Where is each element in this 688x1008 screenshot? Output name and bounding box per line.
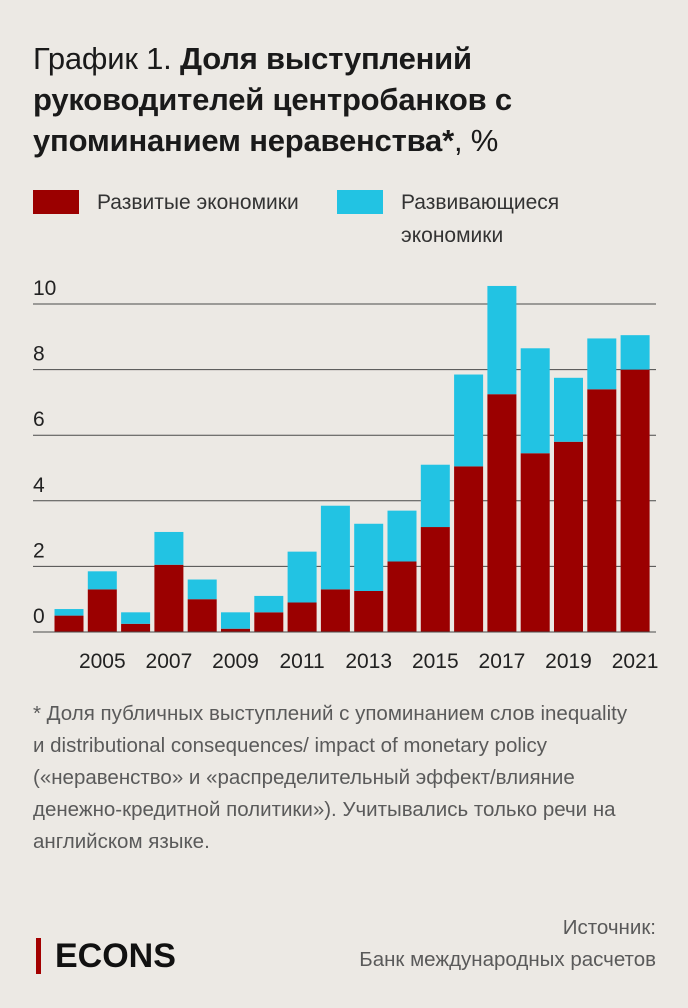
legend-label-developing: Развивающиеся экономики — [401, 191, 560, 247]
bar-developing — [154, 531, 184, 565]
bar-developing — [187, 579, 217, 600]
bar-developed — [454, 466, 484, 632]
legend-item-developed: Развитые экономики — [33, 186, 317, 219]
y-tick-label: 2 — [33, 539, 45, 562]
bar-developing — [87, 571, 117, 590]
bar-developing — [287, 551, 317, 603]
bar-developing — [387, 510, 417, 562]
y-tick-label: 4 — [33, 474, 45, 497]
source-label: Источник: — [562, 916, 656, 939]
bar-developed — [520, 453, 550, 632]
logo-accent-bar — [36, 938, 41, 974]
bar-developed — [54, 615, 84, 632]
legend-swatch-developing — [337, 190, 383, 214]
x-tick-label: 2007 — [146, 650, 193, 673]
bar-developed — [554, 441, 583, 632]
bar-developed — [620, 369, 650, 632]
bar-developed — [587, 389, 617, 632]
bar-developing — [620, 335, 650, 370]
bar-developing — [587, 338, 617, 390]
econs-logo: ECONS — [36, 936, 176, 976]
y-tick-label: 0 — [33, 605, 45, 628]
bar-developing — [487, 285, 517, 395]
bar-developed — [420, 527, 450, 632]
legend-label-developed: Развитые экономики — [97, 191, 299, 214]
x-tick-label: 2011 — [280, 650, 325, 673]
legend-item-developing: Развивающиеся экономики — [337, 186, 621, 252]
bar-developing — [54, 609, 84, 616]
bar-developed — [320, 589, 350, 632]
bar-developing — [121, 612, 151, 624]
bar-developing — [254, 595, 284, 613]
bar-developing — [454, 374, 484, 467]
bar-developed — [287, 602, 317, 632]
legend-swatch-developed — [33, 190, 79, 214]
bar-developed — [354, 591, 384, 632]
x-tick-label: 2021 — [612, 650, 659, 673]
bar-developed — [254, 612, 284, 632]
bar-developed — [387, 561, 417, 632]
y-tick-label: 10 — [33, 277, 56, 300]
bar-developed — [121, 623, 151, 632]
chart-title-main: Доля выступлений руководителей центробан… — [33, 41, 512, 158]
bar-developed — [187, 599, 217, 632]
x-tick-label: 2015 — [412, 650, 459, 673]
bar-developed — [87, 589, 117, 632]
bar-developing — [221, 612, 250, 629]
source-note: Источник: Банк международных расчетов — [359, 912, 656, 976]
footnote: * Доля публичных выступлений с упоминани… — [33, 702, 628, 853]
x-tick-label: 2005 — [79, 650, 126, 673]
chart-title-prefix: График 1. — [33, 41, 172, 76]
x-tick-label: 2019 — [545, 650, 592, 673]
x-tick-label: 2013 — [345, 650, 392, 673]
chart-title: График 1. Доля выступлений руководителей… — [33, 38, 653, 161]
x-tick-label: 2017 — [479, 650, 526, 673]
bar-developed — [154, 564, 184, 632]
bar-developed — [487, 394, 517, 632]
chart-title-unit: , % — [453, 123, 499, 158]
y-tick-label: 6 — [33, 408, 45, 431]
stacked-bar-chart: 0 2 4 6 8 10 2005 2007 2009 2011 2013 2015 2017 2019 2… — [33, 277, 659, 673]
bar-developing — [554, 377, 583, 442]
bar-developing — [520, 348, 550, 454]
logo-text: ECONS — [55, 937, 176, 975]
bar-developing — [354, 523, 384, 591]
x-tick-label: 2009 — [212, 650, 259, 673]
bar-developing — [420, 464, 450, 528]
bar-developing — [320, 505, 350, 590]
source-name: Банк международных расчетов — [359, 948, 656, 971]
y-tick-label: 8 — [33, 343, 45, 366]
bar-developed — [221, 628, 250, 632]
